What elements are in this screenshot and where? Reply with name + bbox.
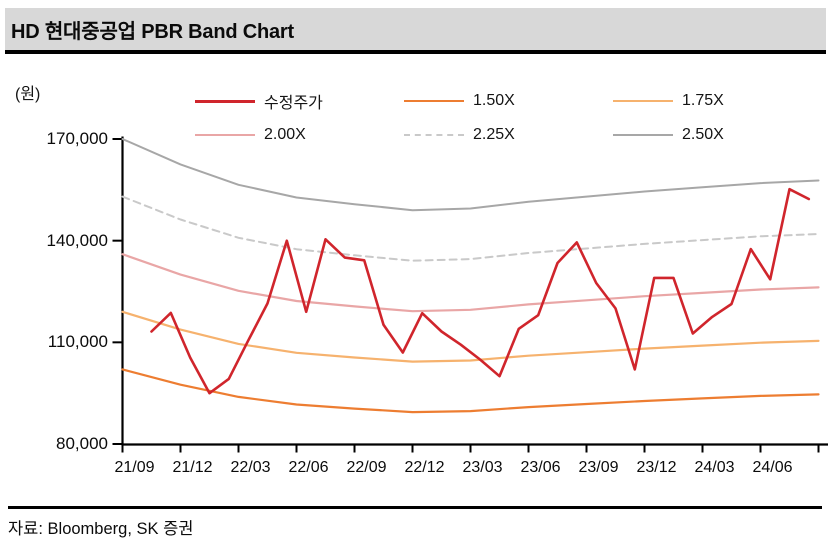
legend-line-swatch-2-50x <box>613 134 673 136</box>
legend-line-swatch-2-00x <box>195 134 255 136</box>
chart-legend: 수정주가 1.50X 1.75X 2.00X 2.25X 2.50X <box>195 90 822 146</box>
legend-line-swatch-adjusted-price <box>195 99 255 103</box>
legend-item-adjusted-price: 수정주가 <box>195 90 404 112</box>
legend-item-2-00x: 2.00X <box>195 124 404 146</box>
series-line-2.50X <box>121 138 820 212</box>
legend-item-2-50x: 2.50X <box>613 124 822 146</box>
legend-line-swatch-2-25x <box>404 134 464 136</box>
legend-line-swatch-1-50x <box>404 100 464 102</box>
footer-divider <box>8 506 822 509</box>
series-line-수정주가 <box>150 187 811 395</box>
legend-label-2-00x: 2.00X <box>264 126 306 143</box>
legend-item-1-75x: 1.75X <box>613 90 822 112</box>
legend-label-1-75x: 1.75X <box>682 92 724 109</box>
legend-item-1-50x: 1.50X <box>404 90 613 112</box>
series-line-1.75X <box>121 310 820 363</box>
legend-label-1-50x: 1.50X <box>473 92 515 109</box>
series-line-1.50X <box>121 368 820 414</box>
chart-title: HD 현대중공업 PBR Band Chart <box>11 20 294 43</box>
legend-item-2-25x: 2.25X <box>404 124 613 146</box>
legend-label-2-50x: 2.50X <box>682 126 724 143</box>
chart-title-bar: HD 현대중공업 PBR Band Chart <box>5 8 826 54</box>
source-note: 자료: Bloomberg, SK 증권 <box>8 520 194 538</box>
legend-label-2-25x: 2.25X <box>473 126 515 143</box>
legend-line-swatch-1-75x <box>613 100 673 102</box>
series-line-2.00X <box>121 253 820 313</box>
legend-label-adjusted-price: 수정주가 <box>264 95 323 112</box>
series-line-2.25X <box>121 195 820 262</box>
y-axis-unit-label: (원) <box>15 86 41 103</box>
